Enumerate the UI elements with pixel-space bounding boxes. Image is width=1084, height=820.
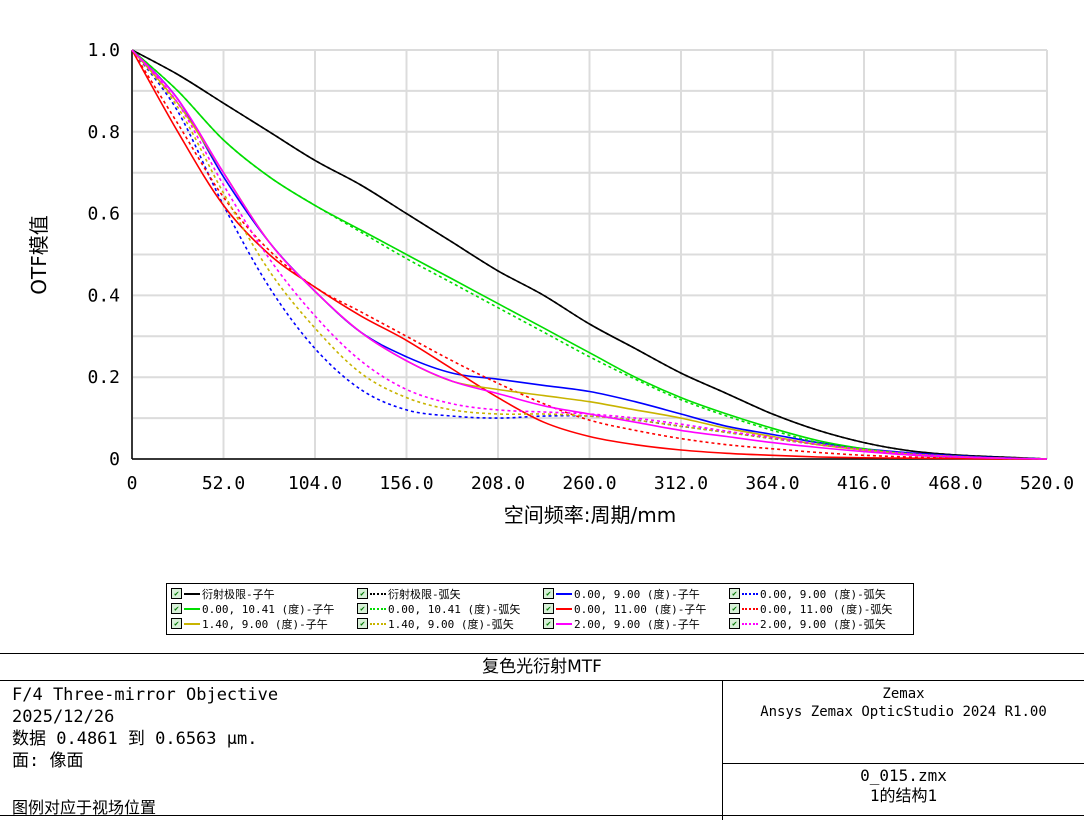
x-tick-label: 468.0 [928, 473, 982, 494]
legend-swatch [184, 622, 200, 625]
checkbox-icon[interactable]: ✔ [357, 618, 368, 629]
legend-swatch [742, 592, 758, 595]
system-title: F/4 Three-mirror Objective [12, 685, 279, 705]
wavelength-range: 数据 0.4861 到 0.6563 μm. [12, 729, 258, 749]
divider [0, 815, 1084, 816]
legend-swatch [370, 622, 386, 625]
legend-label: 0.00, 11.00 (度)-子午 [574, 602, 707, 616]
y-tick-label: 0.6 [87, 204, 120, 225]
legend-swatch [184, 607, 200, 610]
legend-item[interactable]: ✔ 1.40, 9.00 (度)-子午 [171, 616, 328, 631]
legend-note: 图例对应于视场位置 [12, 798, 157, 817]
series-line-11 [131, 49, 1048, 460]
checkbox-icon[interactable]: ✔ [357, 603, 368, 614]
plot-title: 复色光衍射MTF [0, 654, 1084, 681]
legend-label: 1.40, 9.00 (度)-弧矢 [388, 617, 514, 631]
y-tick-label: 1.0 [87, 40, 120, 61]
chart-axes [131, 50, 1047, 460]
x-tick-label: 520.0 [1020, 473, 1074, 494]
legend-label: 衍射极限-子午 [202, 587, 275, 601]
mtf-chart: 0 52.0 104.0 156.0 208.0 260.0 312.0 364.0 416.0… [27, 40, 1074, 527]
legend-label: 0.00, 9.00 (度)-弧矢 [760, 587, 886, 601]
legend-item[interactable]: ✔ 2.00, 9.00 (度)-子午 [543, 616, 700, 631]
vendor-block: Zemax Ansys Zemax OpticStudio 2024 R1.00 [723, 685, 1084, 721]
y-tick-label: 0.2 [87, 367, 120, 388]
y-tick-label: 0 [109, 449, 120, 470]
legend-swatch [370, 607, 386, 610]
checkbox-icon[interactable]: ✔ [729, 618, 740, 629]
date-text: 2025/12/26 [12, 707, 115, 727]
checkbox-icon[interactable]: ✔ [357, 588, 368, 599]
divider [722, 763, 1084, 764]
checkbox-icon[interactable]: ✔ [543, 603, 554, 614]
x-tick-label: 312.0 [654, 473, 708, 494]
legend-label: 0.00, 11.00 (度)-弧矢 [760, 602, 893, 616]
info-panel: 复色光衍射MTF F/4 Three-mirror Objective 2025… [0, 653, 1084, 820]
legend-label: 0.00, 10.41 (度)-弧矢 [388, 602, 521, 616]
surface-text: 面: 像面 [12, 751, 84, 771]
chart-legend: ✔ 衍射极限-子午 ✔ 衍射极限-弧矢 ✔ 0.00, 9.00 (度)-子午 ✔ 0.00,… [166, 583, 914, 635]
file-name: 0_015.zmx [860, 766, 947, 785]
legend-swatch [556, 607, 572, 610]
series-line-7 [131, 49, 1048, 460]
legend-swatch [370, 592, 386, 595]
info-details: F/4 Three-mirror Objective 2025/12/26 数据… [12, 684, 278, 772]
file-block: 0_015.zmx 1的结构1 [723, 766, 1084, 806]
legend-swatch [184, 592, 200, 595]
legend-label: 0.00, 10.41 (度)-子午 [202, 602, 335, 616]
legend-item[interactable]: ✔ 0.00, 10.41 (度)-弧矢 [357, 601, 520, 616]
legend-label: 2.00, 9.00 (度)-子午 [574, 617, 700, 631]
series-line-1 [131, 49, 1048, 460]
x-tick-label: 416.0 [837, 473, 891, 494]
checkbox-icon[interactable]: ✔ [171, 603, 182, 614]
checkbox-icon[interactable]: ✔ [729, 603, 740, 614]
checkbox-icon[interactable]: ✔ [171, 588, 182, 599]
y-axis-label: OTF模值 [27, 215, 51, 294]
product-name: Ansys Zemax OpticStudio 2024 R1.00 [760, 704, 1047, 720]
vendor-name: Zemax [882, 686, 925, 702]
legend-item[interactable]: ✔ 0.00, 9.00 (度)-弧矢 [729, 586, 886, 601]
legend-label: 2.00, 9.00 (度)-弧矢 [760, 617, 886, 631]
x-tick-label: 364.0 [745, 473, 799, 494]
x-axis-label: 空间频率:周期/mm [504, 503, 676, 527]
legend-label: 1.40, 9.00 (度)-子午 [202, 617, 328, 631]
legend-swatch [742, 622, 758, 625]
x-tick-label: 156.0 [379, 473, 433, 494]
divider [722, 681, 723, 820]
legend-item[interactable]: ✔ 衍射极限-弧矢 [357, 586, 461, 601]
x-tick-label: 260.0 [562, 473, 616, 494]
config-text: 1的结构1 [869, 786, 938, 805]
legend-item[interactable]: ✔ 0.00, 9.00 (度)-子午 [543, 586, 700, 601]
legend-item[interactable]: ✔ 衍射极限-子午 [171, 586, 275, 601]
chart-ticks: 0 52.0 104.0 156.0 208.0 260.0 312.0 364.0 416.0… [87, 40, 1074, 494]
chart-series [131, 49, 1048, 460]
legend-item[interactable]: ✔ 0.00, 10.41 (度)-子午 [171, 601, 334, 616]
series-line-10 [131, 49, 1048, 460]
legend-item[interactable]: ✔ 0.00, 11.00 (度)-子午 [543, 601, 706, 616]
legend-label: 衍射极限-弧矢 [388, 587, 461, 601]
legend-swatch [742, 607, 758, 610]
checkbox-icon[interactable]: ✔ [729, 588, 740, 599]
y-tick-label: 0.8 [87, 122, 120, 143]
y-tick-label: 0.4 [87, 285, 120, 306]
checkbox-icon[interactable]: ✔ [543, 618, 554, 629]
checkbox-icon[interactable]: ✔ [171, 618, 182, 629]
x-tick-label: 208.0 [471, 473, 525, 494]
x-tick-label: 52.0 [202, 473, 245, 494]
legend-swatch [556, 592, 572, 595]
x-tick-label: 104.0 [288, 473, 342, 494]
legend-item[interactable]: ✔ 0.00, 11.00 (度)-弧矢 [729, 601, 892, 616]
series-line-6 [131, 49, 1048, 460]
legend-item[interactable]: ✔ 1.40, 9.00 (度)-弧矢 [357, 616, 514, 631]
x-tick-label: 0 [127, 473, 138, 494]
legend-label: 0.00, 9.00 (度)-子午 [574, 587, 700, 601]
legend-swatch [556, 622, 572, 625]
checkbox-icon[interactable]: ✔ [543, 588, 554, 599]
legend-item[interactable]: ✔ 2.00, 9.00 (度)-弧矢 [729, 616, 886, 631]
